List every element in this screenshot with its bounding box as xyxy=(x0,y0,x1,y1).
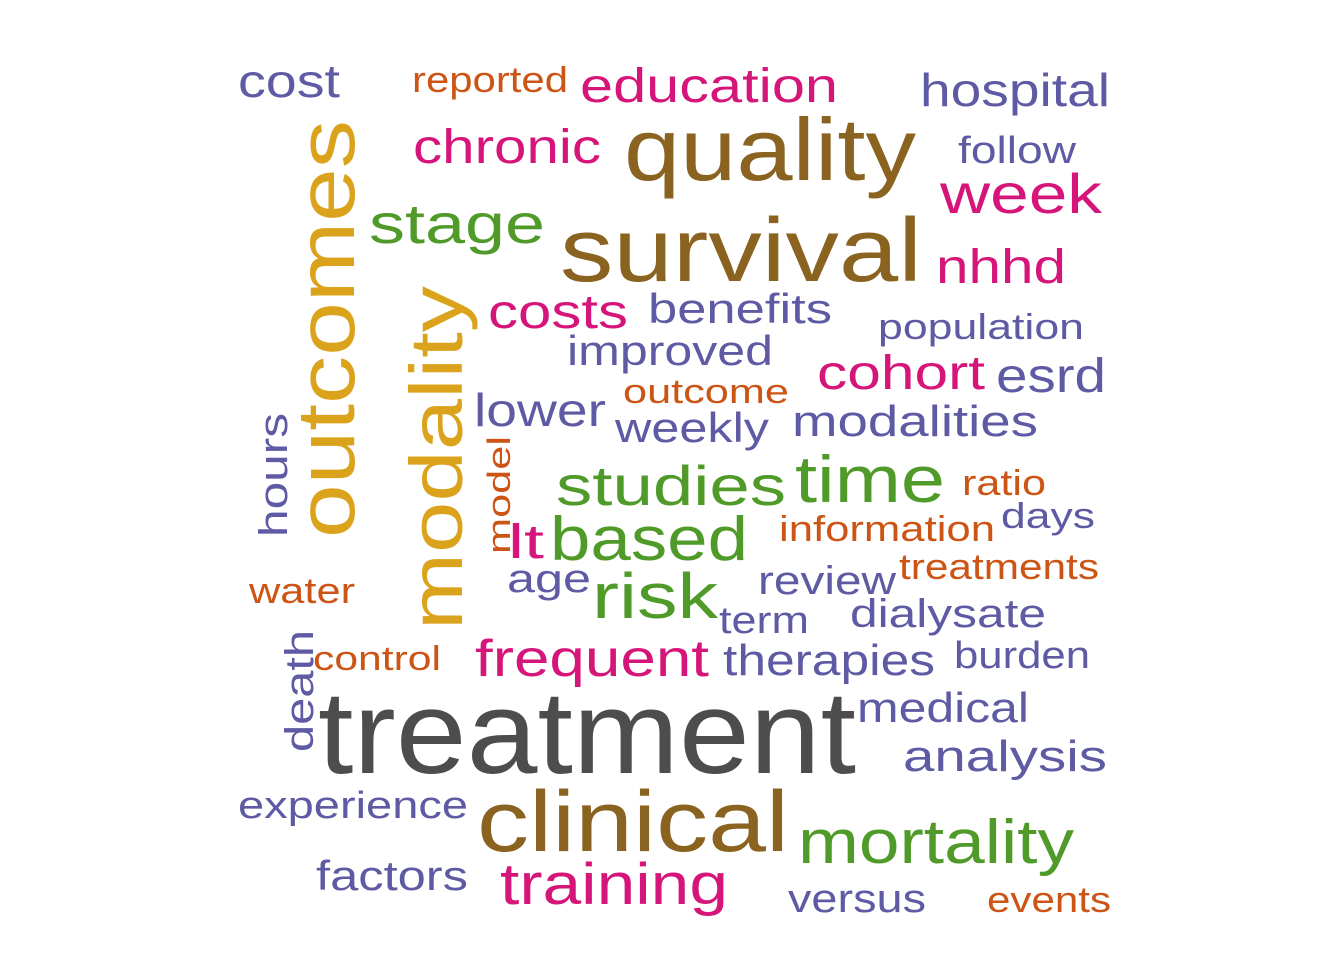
word-time: time xyxy=(795,442,945,516)
word-population: population xyxy=(878,306,1084,347)
word-outcomes: outcomes xyxy=(281,120,372,538)
word-cost: cost xyxy=(238,55,340,107)
word-chronic: chronic xyxy=(413,121,601,174)
word-death: death xyxy=(278,630,322,752)
word-control: control xyxy=(313,640,441,678)
word-follow: follow xyxy=(958,130,1077,172)
word-events: events xyxy=(987,879,1111,920)
word-lower: lower xyxy=(474,384,606,436)
word-frequent: frequent xyxy=(475,630,710,688)
word-reported: reported xyxy=(412,59,568,100)
word-improved: improved xyxy=(567,327,773,374)
word-cohort: cohort xyxy=(817,347,985,400)
word-review: review xyxy=(758,559,896,603)
word-age: age xyxy=(507,557,591,601)
word-dialysate: dialysate xyxy=(850,592,1046,636)
word-therapies: therapies xyxy=(723,636,935,685)
word-benefits: benefits xyxy=(648,285,832,332)
word-burden: burden xyxy=(954,635,1090,677)
word-costs: costs xyxy=(488,286,628,339)
word-medical: medical xyxy=(857,684,1029,731)
word-days: days xyxy=(1001,495,1095,536)
word-treatments: treatments xyxy=(899,546,1099,587)
word-versus: versus xyxy=(788,877,926,921)
word-esrd: esrd xyxy=(996,350,1106,403)
word-information: information xyxy=(779,508,995,549)
word-model: model xyxy=(481,436,517,554)
word-hours: hours xyxy=(252,413,296,537)
word-stage: stage xyxy=(369,192,545,255)
word-education: education xyxy=(580,60,838,113)
word-studies: studies xyxy=(556,454,786,517)
word-survival: survival xyxy=(560,201,922,301)
word-mortality: mortality xyxy=(798,808,1074,877)
word-hospital: hospital xyxy=(920,64,1110,116)
word-nhhd: nhhd xyxy=(936,241,1066,294)
word-modality: modality xyxy=(395,286,478,630)
word-analysis: analysis xyxy=(903,732,1107,781)
word-water: water xyxy=(248,570,355,611)
word-modalities: modalities xyxy=(792,397,1038,446)
word-experience: experience xyxy=(238,785,468,827)
word-based: based xyxy=(550,505,748,574)
word-quality: quality xyxy=(624,100,916,199)
word-factors: factors xyxy=(316,852,468,899)
word-outcome: outcome xyxy=(623,373,789,411)
word-clinical: clinical xyxy=(477,774,789,870)
word-weekly: weekly xyxy=(614,404,769,451)
word-training: training xyxy=(500,852,728,917)
word-week: week xyxy=(939,162,1103,225)
word-lt: lt xyxy=(508,516,544,569)
word-risk: risk xyxy=(592,560,719,632)
word-term: term xyxy=(719,600,809,642)
word-ratio: ratio xyxy=(962,462,1046,503)
word-treatment: treatment xyxy=(318,667,856,799)
